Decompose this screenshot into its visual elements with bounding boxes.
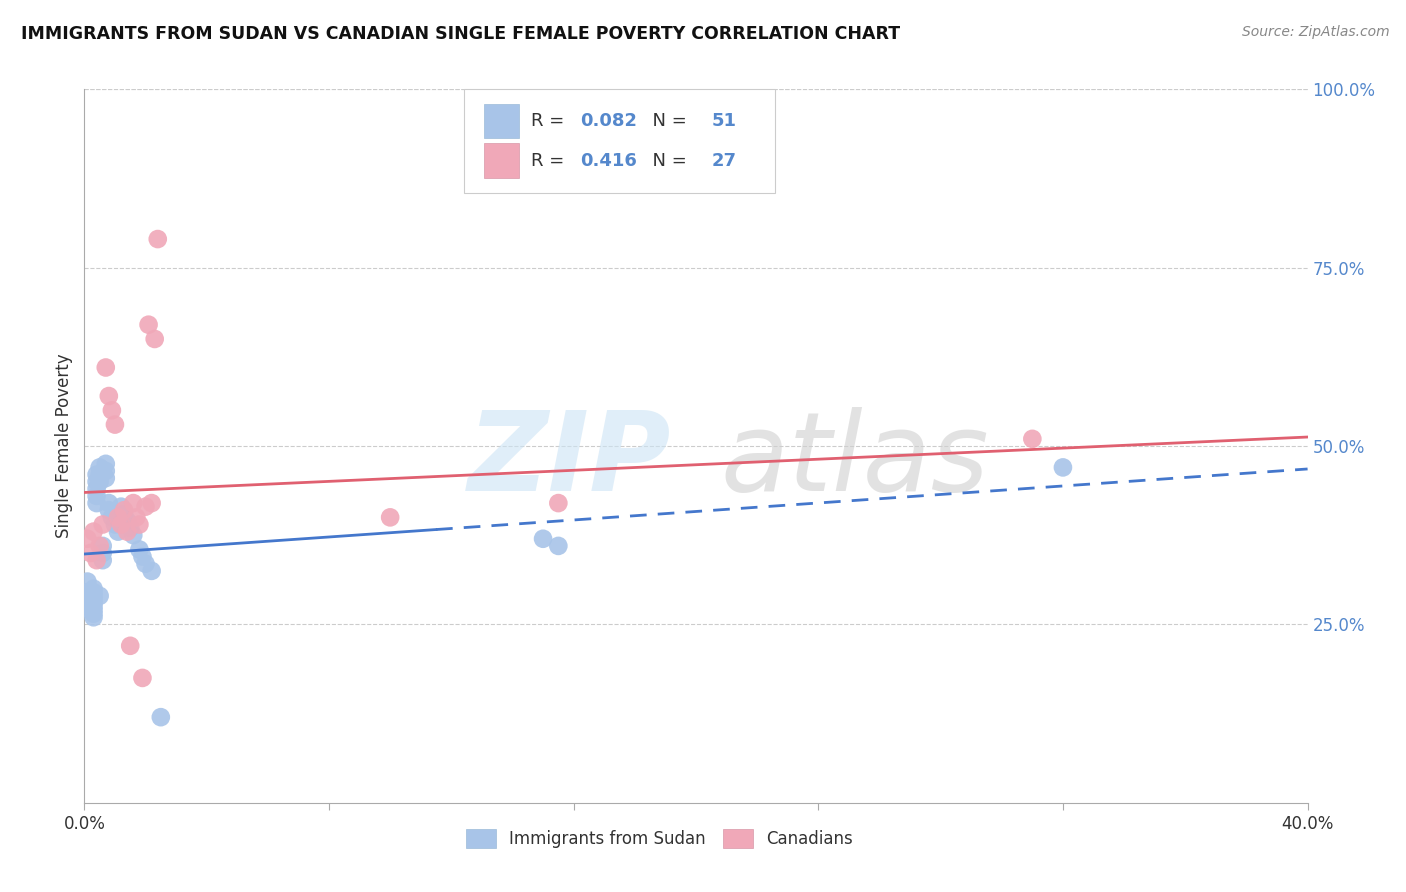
Point <box>101 510 124 524</box>
Point <box>149 710 172 724</box>
Y-axis label: Single Female Poverty: Single Female Poverty <box>55 354 73 538</box>
Point <box>89 467 111 482</box>
Point <box>115 524 138 539</box>
Point <box>86 482 108 496</box>
Point <box>83 585 105 599</box>
Point <box>380 510 402 524</box>
Point <box>79 592 101 607</box>
Point <box>83 524 105 539</box>
Point <box>547 539 569 553</box>
Point <box>135 557 157 571</box>
Point <box>91 553 114 567</box>
Point <box>131 671 153 685</box>
Text: 51: 51 <box>711 112 737 130</box>
Point <box>86 475 108 489</box>
Point <box>143 332 166 346</box>
Point <box>89 475 111 489</box>
Text: Source: ZipAtlas.com: Source: ZipAtlas.com <box>1241 25 1389 39</box>
Text: IMMIGRANTS FROM SUDAN VS CANADIAN SINGLE FEMALE POVERTY CORRELATION CHART: IMMIGRANTS FROM SUDAN VS CANADIAN SINGLE… <box>21 25 900 43</box>
Point <box>107 524 129 539</box>
Point <box>83 607 105 621</box>
Point <box>104 517 127 532</box>
FancyBboxPatch shape <box>484 144 519 178</box>
Point <box>91 546 114 560</box>
Point <box>125 510 148 524</box>
FancyBboxPatch shape <box>464 89 776 193</box>
Point <box>104 417 127 432</box>
Point <box>89 460 111 475</box>
Text: R =: R = <box>531 152 569 169</box>
FancyBboxPatch shape <box>484 104 519 138</box>
Point <box>110 517 132 532</box>
Point <box>128 542 150 557</box>
Point <box>76 574 98 589</box>
Point <box>547 496 569 510</box>
Text: 0.416: 0.416 <box>579 152 637 169</box>
Point <box>120 639 142 653</box>
Point <box>83 592 105 607</box>
Point <box>128 517 150 532</box>
Point <box>83 603 105 617</box>
Point <box>83 589 105 603</box>
Point <box>94 457 117 471</box>
Point <box>146 232 169 246</box>
Point <box>115 514 138 528</box>
Point <box>94 360 117 375</box>
Point <box>76 532 98 546</box>
Point <box>531 532 554 546</box>
Point <box>112 507 135 521</box>
Point <box>110 500 132 514</box>
Text: ZIP: ZIP <box>468 407 672 514</box>
Point <box>97 389 120 403</box>
Point <box>107 510 129 524</box>
Point <box>76 585 98 599</box>
Point <box>79 603 101 617</box>
Text: 0.082: 0.082 <box>579 112 637 130</box>
Point <box>79 599 101 614</box>
Point <box>83 599 105 614</box>
Text: N =: N = <box>641 152 692 169</box>
Point <box>97 496 120 510</box>
Text: atlas: atlas <box>720 407 988 514</box>
Text: R =: R = <box>531 112 569 130</box>
Point <box>86 553 108 567</box>
Point <box>83 596 105 610</box>
Point <box>94 471 117 485</box>
Point <box>1052 460 1074 475</box>
Legend: Immigrants from Sudan, Canadians: Immigrants from Sudan, Canadians <box>460 822 859 855</box>
Point <box>91 517 114 532</box>
Point <box>86 467 108 482</box>
Text: 27: 27 <box>711 152 737 169</box>
Point <box>91 539 114 553</box>
Point <box>76 596 98 610</box>
Point <box>101 403 124 417</box>
Point <box>79 546 101 560</box>
Point <box>94 464 117 478</box>
Point <box>79 585 101 599</box>
Text: N =: N = <box>641 112 692 130</box>
Point <box>83 582 105 596</box>
Point <box>1021 432 1043 446</box>
Point <box>86 496 108 510</box>
Point <box>79 596 101 610</box>
Point <box>135 500 157 514</box>
Point <box>141 564 163 578</box>
Point <box>122 528 145 542</box>
Point <box>89 589 111 603</box>
Point <box>122 496 145 510</box>
Point <box>138 318 160 332</box>
Point <box>131 549 153 564</box>
Point <box>79 589 101 603</box>
Point <box>86 489 108 503</box>
Point <box>83 610 105 624</box>
Point <box>97 503 120 517</box>
Point <box>120 521 142 535</box>
Point <box>89 539 111 553</box>
Point <box>112 503 135 517</box>
Point <box>141 496 163 510</box>
